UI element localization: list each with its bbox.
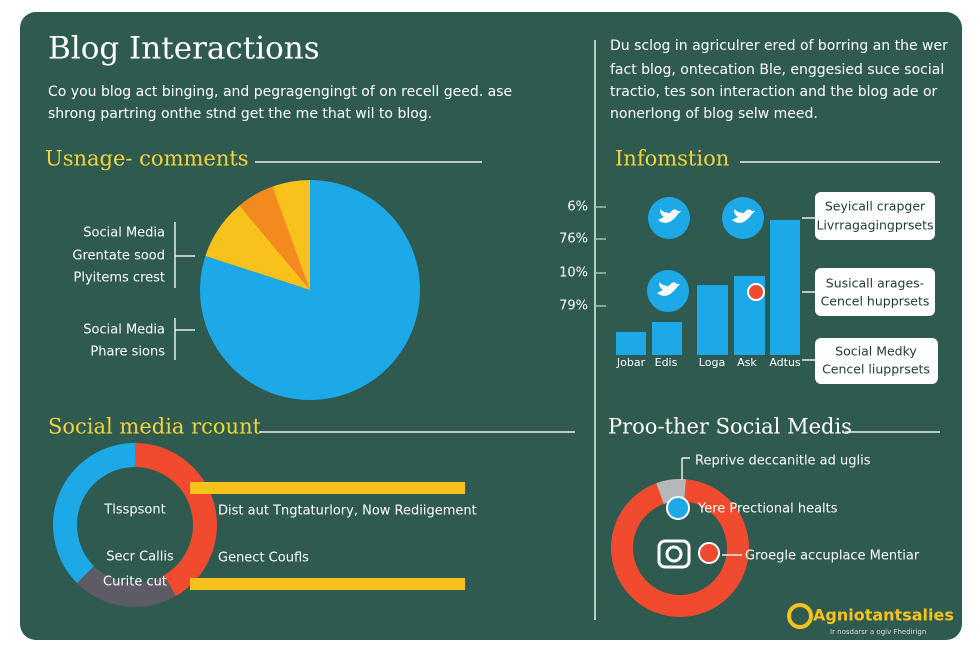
description: Co you blog act binging, and pegragengin…	[48, 84, 512, 100]
pie-slice	[200, 180, 421, 400]
connectors	[802, 217, 815, 361]
pie-slice	[205, 180, 310, 290]
intro: tractio, tes son interaction and the blo…	[610, 84, 938, 100]
callout-text: Susicall arages-	[826, 276, 924, 291]
callout-text: Social Medky	[835, 344, 917, 359]
intro: Du sclog in agriculrer ered of borring a…	[610, 38, 948, 54]
donut	[53, 443, 217, 607]
logo: Agniotantsalies	[813, 606, 954, 625]
callout	[815, 268, 935, 316]
axis-label: 79%	[559, 299, 588, 314]
pie-label: Plyitems crest	[74, 271, 166, 286]
donut-label: Secr Callis	[106, 550, 174, 565]
donut	[611, 478, 749, 617]
pie-slice	[239, 186, 310, 290]
legend-text: Reprive deccanitle ad uglis	[695, 454, 871, 469]
callout	[815, 192, 935, 240]
camera-icon	[665, 545, 683, 563]
pie-label: Grentate sood	[72, 249, 165, 264]
donut-label: Tlsspsont	[103, 503, 165, 518]
pie-label: Phare sions	[90, 345, 165, 360]
legend-text: Groegle accuplace Mentiar	[745, 549, 920, 564]
bar-text: Genect Coufls	[218, 551, 309, 566]
bar-label: Edis	[655, 356, 678, 369]
callout-text: Cencel hupprsets	[821, 294, 930, 309]
axis-label: 76%	[559, 232, 588, 247]
intro: nonerlong of blog selw meed.	[610, 106, 818, 122]
axis-label: 6%	[567, 200, 588, 215]
axis-label: 10%	[559, 266, 588, 281]
callout-text: Cencel liupprsets	[822, 362, 930, 377]
section-heading: Infomstion	[615, 147, 729, 171]
logo-tagline: Ir nosdarsr a ogiv Fhedirign	[830, 628, 926, 636]
callout-text: Seyicall crapger	[825, 199, 926, 214]
logo-mark	[787, 603, 813, 629]
section-heading: Social media rcount	[48, 415, 262, 439]
icon	[666, 496, 690, 520]
bar-label: Adtus	[769, 356, 801, 369]
description: shrong partring onthe stnd get the me th…	[48, 106, 432, 122]
intro: fact blog, ontecation Ble, enggesied suc…	[610, 62, 944, 78]
bar-label: Jobar	[616, 356, 646, 369]
ticks	[596, 206, 606, 307]
pie-label: Social Media	[83, 226, 165, 241]
callout	[815, 338, 938, 384]
bar-decor	[190, 578, 465, 590]
camera-icon	[657, 539, 691, 569]
bar-text: Dist aut Tngtaturlory, Now Rediigement	[218, 504, 477, 519]
twitter-icons	[647, 197, 764, 312]
title: Blog Interactions	[48, 31, 320, 67]
icon	[698, 542, 720, 564]
bar-label: Loga	[699, 356, 725, 369]
donut-label: Curite cut	[103, 575, 167, 590]
pie-label: Social Media	[83, 323, 165, 338]
bar-decor	[190, 482, 465, 494]
section-heading: Proo-ther Social Medis	[608, 415, 852, 439]
legend-text: Yere Prectional healts	[697, 502, 838, 517]
bar-label: Ask	[737, 356, 757, 369]
icon	[747, 283, 765, 301]
section-heading: Usnage- comments	[45, 147, 249, 171]
callout-text: Livrragagingprsets	[816, 218, 933, 233]
